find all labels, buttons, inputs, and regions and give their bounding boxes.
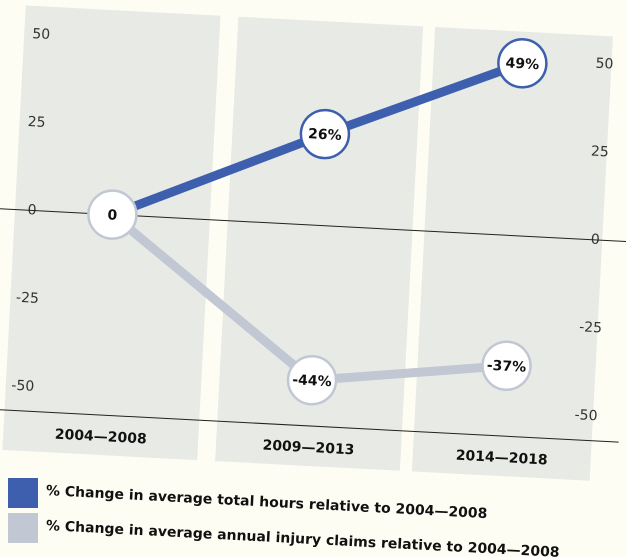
plot: 5050252500-25-25-50-502004—20082009—2013…	[0, 5, 626, 481]
y-tick-label-right: 25	[591, 144, 610, 161]
legend-label: % Change in average annual injury claims…	[46, 518, 560, 557]
x-tick-label: 2004—2008	[54, 427, 147, 448]
point-label: -37%	[486, 358, 526, 376]
legend: % Change in average total hours relative…	[8, 478, 560, 557]
y-tick-label: -50	[11, 378, 35, 395]
y-tick-label-right: 50	[595, 56, 614, 73]
x-tick-label: 2009—2013	[262, 438, 355, 459]
column-band	[215, 16, 424, 471]
point-label: -44%	[292, 372, 332, 390]
point-label: 26%	[308, 126, 342, 144]
point-marker	[299, 108, 351, 160]
point-label: 0	[107, 207, 118, 224]
legend-swatch	[8, 478, 38, 508]
y-tick-label: -25	[16, 290, 40, 307]
x-axis-line	[0, 408, 619, 443]
y-tick-label: 25	[27, 114, 46, 131]
y-tick-label-right: -25	[579, 319, 603, 336]
legend-swatch	[8, 513, 38, 543]
point-marker	[497, 38, 548, 89]
y-tick-label: 50	[32, 26, 51, 43]
point-marker	[286, 355, 338, 406]
y-tick-label-right: -50	[574, 407, 598, 424]
x-tick-label: 2014—2018	[455, 448, 548, 469]
legend-label: % Change in average total hours relative…	[46, 483, 488, 522]
point-label: 49%	[505, 55, 539, 73]
point-marker	[481, 340, 532, 392]
point-marker	[87, 189, 138, 240]
